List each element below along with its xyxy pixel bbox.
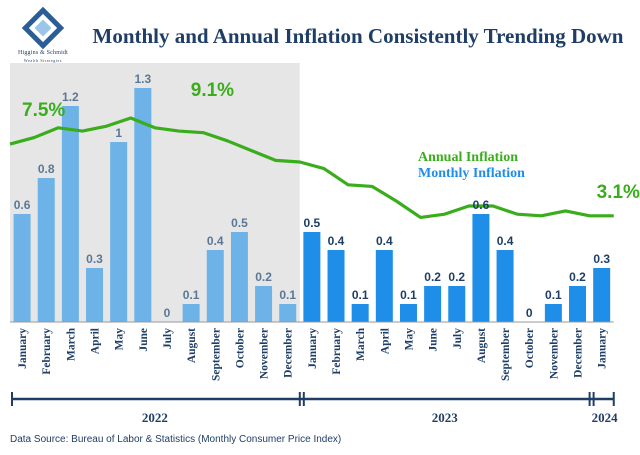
- bar-value-label: 0.1: [545, 288, 562, 302]
- month-tick-label: September: [210, 328, 222, 381]
- bar-value-label: 1.3: [134, 72, 151, 86]
- year-label: 2022: [142, 410, 168, 425]
- year-label: 2024: [592, 410, 619, 425]
- bar-value-label: 0.6: [473, 198, 490, 212]
- annual-annotation-label: 7.5%: [22, 100, 65, 121]
- month-tick-label: November: [259, 328, 271, 379]
- bar-value-label: 0.4: [207, 234, 224, 248]
- month-tick-label: November: [548, 328, 560, 379]
- bar-value-label: 0.5: [304, 216, 321, 230]
- annual-line-layer: [9, 116, 614, 220]
- legend-monthly: Monthly Inflation: [418, 166, 525, 181]
- monthly-bar: [255, 286, 273, 322]
- bar-value-label: 0.2: [448, 270, 465, 284]
- bar-value-label: 0.4: [376, 234, 393, 248]
- bar-value-label: 0.1: [352, 288, 369, 302]
- bar-value-label: 0.6: [14, 198, 31, 212]
- month-tick-label: January: [597, 328, 609, 369]
- logo-subtitle: Wealth Strategies: [23, 58, 63, 63]
- bar-value-label: 0.2: [569, 270, 586, 284]
- bar-value-label: 0.3: [86, 252, 103, 266]
- bar-value-label: 0.2: [255, 270, 272, 284]
- year-timeline: 2022 2023 2024: [11, 392, 619, 425]
- company-logo: Higgins & Schmidt Wealth Strategies: [4, 6, 74, 64]
- legend-annual: Annual Inflation: [418, 150, 518, 165]
- month-tick-label: September: [500, 328, 512, 381]
- monthly-bar: [351, 304, 369, 322]
- monthly-bar: [303, 232, 321, 322]
- monthly-bar: [86, 268, 104, 322]
- bar-value-label: 0.1: [400, 288, 417, 302]
- month-tick-label: April: [379, 328, 391, 354]
- month-tick-label: May: [403, 328, 415, 351]
- monthly-bar: [496, 250, 514, 322]
- bar-value-label: 1: [115, 126, 122, 140]
- monthly-bar: [424, 286, 442, 322]
- bar-value-label: 0.1: [183, 288, 200, 302]
- logo-name: Higgins & Schmidt: [17, 50, 69, 56]
- monthly-bar: [13, 214, 31, 322]
- bar-value-label: 0.8: [38, 162, 55, 176]
- month-tick-label: June: [428, 328, 440, 352]
- monthly-bar: [134, 88, 152, 322]
- month-tick-label: April: [90, 328, 102, 354]
- annual-annotation-label: 9.1%: [191, 80, 234, 101]
- month-tick-label: March: [355, 327, 367, 361]
- inflation-chart: 0.6 0.8 1.2 0.3 1 1.3 0 0.1 0.4 0.5 0.2 0.1 0.5 0.4 0.…: [9, 63, 640, 425]
- month-tick-label: February: [41, 328, 53, 375]
- month-tick-label: May: [114, 328, 126, 351]
- bar-value-label: 1.2: [62, 90, 79, 104]
- monthly-bar: [279, 304, 297, 322]
- bar-value-label: 0: [164, 306, 171, 320]
- monthly-bar: [399, 304, 417, 322]
- x-axis: January February March April May June July Augu…: [10, 321, 614, 381]
- monthly-bar: [182, 304, 200, 322]
- month-tick-label: February: [331, 328, 343, 375]
- monthly-bar: [375, 250, 393, 322]
- month-tick-label: December: [283, 328, 295, 378]
- month-tick-label: March: [65, 327, 77, 361]
- month-tick-label: August: [186, 328, 198, 363]
- month-tick-label: December: [573, 328, 585, 378]
- monthly-bar: [206, 250, 224, 322]
- month-tick-label: January: [17, 328, 29, 369]
- monthly-bar: [110, 142, 128, 322]
- month-tick-label: October: [234, 328, 246, 368]
- highlight-2022-region: [10, 63, 300, 322]
- monthly-bar: [61, 106, 79, 322]
- monthly-bar: [448, 286, 466, 322]
- data-source-note: Data Source: Bureau of Labor & Statistic…: [10, 434, 342, 445]
- month-tick-label: October: [524, 328, 536, 368]
- month-tick-label: July: [162, 328, 174, 349]
- monthly-bar: [569, 286, 587, 322]
- monthly-bars: [13, 88, 611, 322]
- month-tick-label: August: [476, 328, 488, 363]
- monthly-bar: [472, 214, 490, 322]
- annual-annotation-label: 3.1%: [597, 182, 640, 203]
- bar-value-label: 0.2: [424, 270, 441, 284]
- annual-inflation-line: [9, 116, 614, 220]
- bar-value-label: 0.3: [593, 252, 610, 266]
- bar-value-label: 0.1: [279, 288, 296, 302]
- monthly-bar: [544, 304, 562, 322]
- bar-value-label: 0: [526, 306, 533, 320]
- monthly-bar: [230, 232, 248, 322]
- chart-title: Monthly and Annual Inflation Consistentl…: [92, 24, 624, 48]
- year-label: 2023: [432, 410, 459, 425]
- month-tick-label: January: [307, 328, 319, 369]
- monthly-bar: [593, 268, 611, 322]
- monthly-bar: [327, 250, 345, 322]
- month-tick-label: July: [452, 328, 464, 349]
- logo-diamond-icon: [21, 6, 65, 50]
- bar-value-label: 0.4: [497, 234, 514, 248]
- bar-value-label: 0.4: [328, 234, 345, 248]
- monthly-bar: [37, 178, 55, 322]
- bar-value-label: 0.5: [231, 216, 248, 230]
- data-labels: 0.6 0.8 1.2 0.3 1 1.3 0 0.1 0.4 0.5 0.2 0.1 0.5 0.4 0.…: [14, 72, 640, 320]
- chart-background: [10, 63, 300, 322]
- month-tick-label: June: [138, 328, 150, 352]
